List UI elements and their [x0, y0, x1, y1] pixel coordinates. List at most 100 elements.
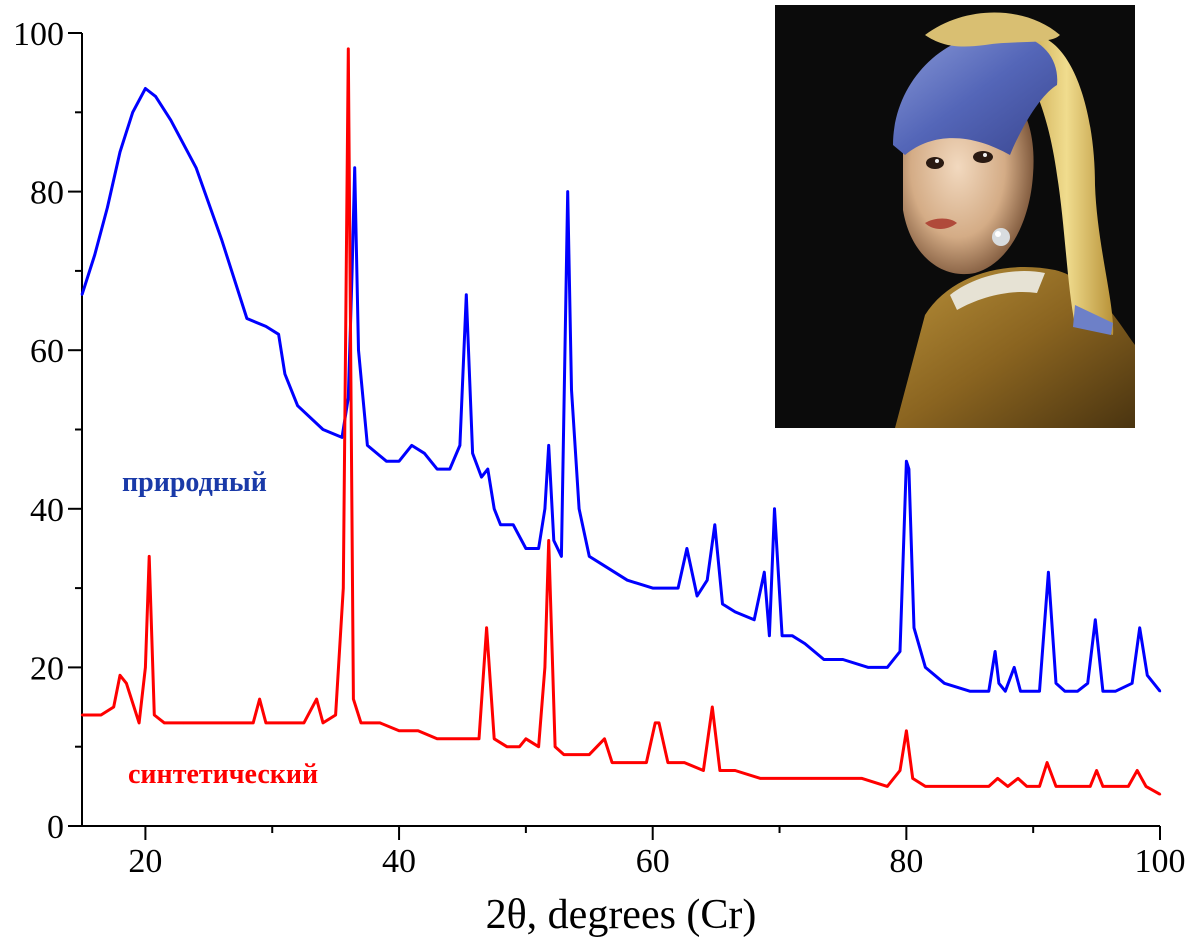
- series-point: [898, 769, 902, 772]
- portrait-painting-image: [775, 5, 1135, 428]
- series-point: [907, 467, 911, 471]
- series-point: [1004, 690, 1007, 693]
- series-point: [477, 737, 481, 740]
- series-point: [835, 777, 838, 780]
- series-point: [465, 293, 468, 296]
- series-point: [499, 523, 502, 526]
- series-point: [1101, 690, 1105, 693]
- series-point: [733, 610, 737, 614]
- series-point: [600, 563, 604, 566]
- series-point: [264, 325, 268, 328]
- series-point: [80, 293, 84, 296]
- series-point: [867, 666, 870, 669]
- series-label-synthetic: синтетический: [128, 759, 318, 790]
- series-point: [359, 721, 363, 725]
- series-point: [505, 745, 509, 748]
- series-line-natural: [80, 87, 1162, 693]
- series-point: [1006, 785, 1009, 788]
- series-point: [763, 571, 766, 574]
- series-point: [1063, 690, 1067, 693]
- series-point: [252, 721, 255, 725]
- series-point: [997, 682, 1001, 685]
- series-point: [803, 642, 807, 645]
- x-axis-title: 2θ, degrees (Cr): [486, 892, 757, 938]
- series-point: [566, 190, 569, 193]
- series-point: [1054, 682, 1058, 685]
- series-point: [1025, 690, 1029, 693]
- series-point: [773, 507, 776, 510]
- series-point: [1076, 690, 1079, 693]
- series-point: [258, 697, 261, 701]
- y-tick-label: 0: [47, 809, 64, 846]
- series-line-synthetic: [82, 47, 1161, 796]
- series-point: [353, 166, 356, 169]
- series-point: [245, 317, 249, 320]
- series-point: [347, 47, 350, 51]
- series-point: [93, 253, 96, 257]
- series-point: [220, 238, 223, 241]
- series-point: [277, 721, 280, 725]
- series-point: [454, 737, 458, 740]
- series-point: [458, 444, 462, 447]
- x-tick-label: 100: [1135, 843, 1185, 880]
- series-point: [685, 547, 689, 550]
- series-point: [543, 507, 547, 510]
- series-point: [912, 626, 916, 629]
- series-point: [553, 745, 557, 748]
- series-point: [1158, 793, 1162, 796]
- series-point: [706, 579, 709, 582]
- series-point: [321, 428, 325, 431]
- series-point: [397, 729, 401, 732]
- series-point: [1086, 682, 1089, 685]
- series-point: [1101, 785, 1105, 788]
- series-point: [784, 777, 788, 780]
- series-point: [118, 150, 122, 154]
- series-point: [302, 721, 306, 725]
- series-point: [118, 674, 122, 677]
- series-point: [759, 777, 762, 780]
- series-point: [480, 475, 483, 479]
- series-point: [610, 761, 614, 764]
- series-point: [753, 618, 756, 621]
- x-tick-label: 40: [382, 843, 416, 880]
- series-point: [1019, 690, 1022, 693]
- series-point: [1130, 682, 1134, 685]
- series-point: [987, 690, 990, 693]
- series-point: [1054, 785, 1058, 788]
- series-point: [1089, 785, 1092, 788]
- series-point: [448, 467, 451, 471]
- series-point: [943, 682, 946, 685]
- series-point: [791, 634, 794, 637]
- series-point: [711, 705, 714, 709]
- series-point: [718, 769, 722, 772]
- series-point: [283, 372, 287, 376]
- series-point: [435, 467, 439, 471]
- series-point: [768, 634, 771, 637]
- y-tick-label: 60: [30, 333, 64, 370]
- series-point: [1038, 785, 1041, 788]
- series-point: [1138, 626, 1141, 629]
- series-point: [366, 444, 369, 447]
- series-point: [153, 713, 156, 717]
- series-point: [125, 682, 128, 685]
- series-point: [471, 452, 474, 455]
- series-point: [713, 523, 716, 526]
- series-point: [562, 753, 566, 756]
- series-point: [780, 634, 784, 637]
- series-point: [194, 166, 198, 169]
- series-point: [1070, 785, 1073, 788]
- series-point: [651, 586, 654, 590]
- series-point: [163, 721, 166, 725]
- series-point: [385, 460, 388, 463]
- series-point: [603, 737, 606, 740]
- series-point: [347, 396, 350, 399]
- series-point: [144, 87, 147, 90]
- axes: 0 20 40 60 80 100 20 40 60 80 100 2θ, degrees (Cr): [13, 16, 1185, 938]
- series-point: [137, 721, 141, 725]
- series-point: [106, 206, 109, 209]
- series-point: [1016, 777, 1020, 780]
- series-point: [512, 523, 515, 526]
- series-point: [1146, 674, 1149, 677]
- series-point: [524, 737, 528, 740]
- series-point: [493, 507, 496, 510]
